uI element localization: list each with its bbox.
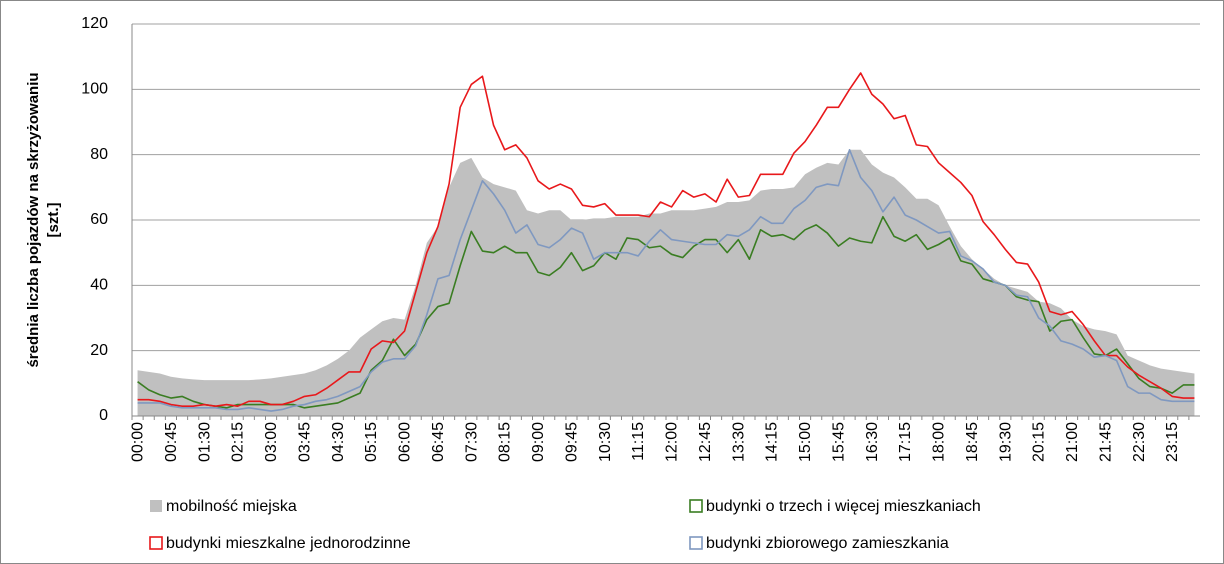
- y-tick-label: 20: [90, 342, 108, 359]
- x-tick-label: 10:30: [597, 422, 614, 462]
- legend-label: budynki zbiorowego zamieszkania: [706, 535, 949, 552]
- x-tick-label: 13:30: [730, 422, 747, 462]
- legend-swatch: [149, 536, 163, 550]
- x-tick-label: 21:45: [1097, 422, 1114, 462]
- area: [137, 149, 1195, 416]
- y-tick-label: 0: [99, 407, 108, 424]
- x-tick-label: 00:00: [130, 422, 147, 462]
- x-tick-label: 06:45: [430, 422, 447, 462]
- y-tick-label: 80: [90, 146, 108, 163]
- x-tick-label: 01:30: [196, 422, 213, 462]
- x-tick-label: 17:15: [897, 422, 914, 462]
- x-tick-label: 02:15: [230, 422, 247, 462]
- x-tick-label: 04:30: [330, 422, 347, 462]
- x-tick-label: 09:00: [530, 422, 547, 462]
- x-tick-label: 06:00: [397, 422, 414, 462]
- x-tick-label: 05:15: [363, 422, 380, 462]
- x-tick-label: 23:15: [1164, 422, 1181, 462]
- x-tick-label: 16:30: [864, 422, 881, 462]
- x-tick-label: 18:00: [931, 422, 948, 462]
- x-tick-label: 00:45: [163, 422, 180, 462]
- y-tick-label: 120: [81, 15, 108, 32]
- y-tick-label: 60: [90, 211, 108, 228]
- legend-label: mobilność miejska: [166, 498, 297, 515]
- line: [137, 72, 1195, 407]
- x-tick-label: 03:45: [296, 422, 313, 462]
- x-tick-label: 12:45: [697, 422, 714, 462]
- legend-label: budynki o trzech i więcej mieszkaniach: [706, 498, 981, 515]
- x-tick-label: 21:00: [1064, 422, 1081, 462]
- x-tick-label: 07:30: [463, 422, 480, 462]
- x-tick-label: 11:15: [630, 422, 647, 461]
- y-tick-label: 40: [90, 277, 108, 294]
- x-tick-label: 03:00: [263, 422, 280, 462]
- x-tick-label: 19:30: [997, 422, 1014, 462]
- legend-swatch: [689, 536, 703, 550]
- legend-swatch: [150, 500, 162, 512]
- x-tick-label: 14:15: [764, 422, 781, 462]
- line: [137, 215, 1195, 409]
- x-tick-label: 22:30: [1131, 422, 1148, 462]
- legend-swatch: [689, 499, 703, 513]
- x-tick-label: 09:45: [563, 422, 580, 462]
- y-axis-label: [szt.]: [45, 203, 62, 238]
- x-tick-label: 15:00: [797, 422, 814, 462]
- x-tick-label: 18:45: [964, 422, 981, 462]
- x-tick-label: 15:45: [830, 422, 847, 462]
- x-tick-label: 08:15: [497, 422, 514, 462]
- x-tick-label: 20:15: [1031, 422, 1048, 462]
- y-tick-label: 100: [81, 81, 108, 98]
- legend-label: budynki mieszkalne jednorodzinne: [166, 535, 411, 552]
- y-axis-label: średnia liczba pojazdów na skrzyżowaniu: [25, 72, 42, 367]
- x-tick-label: 12:00: [664, 422, 681, 462]
- line: [137, 148, 1195, 412]
